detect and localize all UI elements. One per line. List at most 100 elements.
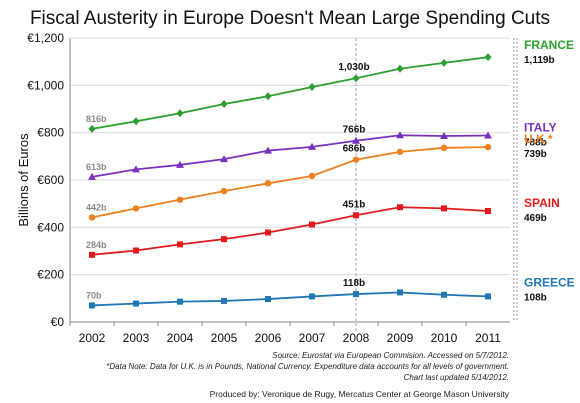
y-tick-label: €600 xyxy=(37,173,64,187)
data-point xyxy=(264,146,272,154)
x-tick-label: 2007 xyxy=(299,331,326,345)
legend-end-value: 788b xyxy=(524,138,547,149)
data-point xyxy=(440,144,448,152)
data-point xyxy=(484,143,492,151)
data-point xyxy=(441,291,447,298)
highlight-value-label: 766b xyxy=(343,125,366,136)
legend-end-value: 108b xyxy=(524,292,547,303)
data-point xyxy=(176,109,184,118)
series-greece: 70b 118b xyxy=(86,278,491,309)
data-point xyxy=(177,298,183,305)
data-point xyxy=(440,131,448,139)
data-point xyxy=(89,251,95,258)
y-tick-label: €1,000 xyxy=(27,78,64,92)
data-point xyxy=(308,82,316,91)
legend-end-value: 1,119b xyxy=(524,55,555,66)
credit-text: Produced by: Veronique de Rugy, Mercatus… xyxy=(210,389,510,399)
data-point xyxy=(353,212,359,219)
data-point xyxy=(309,293,315,300)
series-france: 816b 1,030b xyxy=(86,53,492,133)
data-point xyxy=(352,136,360,144)
data-point xyxy=(264,92,272,101)
data-point xyxy=(441,205,447,212)
start-value-label: 70b xyxy=(86,290,102,300)
data-point xyxy=(132,205,140,212)
x-tick-label: 2005 xyxy=(211,331,238,345)
gridlines xyxy=(69,37,518,332)
legend-country-name: U.K.* xyxy=(524,132,553,146)
data-point xyxy=(88,214,96,221)
y-tick-label: €800 xyxy=(37,126,64,140)
data-point xyxy=(352,156,360,163)
data-point xyxy=(221,297,227,304)
x-axis-ticks: 2002 2003 2004 2005 2006 2007 2008 2009 2010 2011 xyxy=(69,322,501,345)
data-point xyxy=(220,100,228,109)
data-point xyxy=(265,296,271,303)
start-value-label: 816b xyxy=(86,114,107,124)
series-group: 816b 1,030b 613b 766b 442b 686b 284b 451b 70b 118… xyxy=(86,53,492,309)
data-point xyxy=(220,187,228,195)
data-point xyxy=(88,172,96,180)
highlight-value-label: 1,030b xyxy=(338,62,369,73)
data-point xyxy=(397,204,403,211)
y-axis-ticks: €0 €200 €400 €600 €800 €1,000 €1,200 xyxy=(27,31,64,329)
series-line xyxy=(91,134,489,178)
data-point xyxy=(133,300,139,307)
data-point xyxy=(88,124,96,133)
data-point xyxy=(132,165,140,173)
x-tick-label: 2003 xyxy=(123,331,150,345)
highlight-value-label: 451b xyxy=(343,199,366,210)
x-tick-label: 2010 xyxy=(431,331,458,345)
y-axis-label: Billions of Euros xyxy=(16,133,31,227)
data-point xyxy=(484,131,492,139)
y-tick-label: €400 xyxy=(37,220,64,234)
data-point xyxy=(264,180,272,187)
legend-country-name: GREECE xyxy=(524,275,575,289)
data-point xyxy=(396,148,404,156)
legend-end-value: 469b xyxy=(524,213,547,224)
data-point xyxy=(89,302,95,309)
data-point xyxy=(221,236,227,243)
data-point xyxy=(308,172,316,180)
source-note-line: Chart last updated 5/14/2012. xyxy=(404,373,509,382)
data-point xyxy=(352,74,360,83)
start-value-label: 442b xyxy=(86,202,107,212)
x-tick-label: 2008 xyxy=(343,331,370,345)
data-point xyxy=(353,291,359,298)
start-value-label: 284b xyxy=(86,240,107,250)
data-point xyxy=(440,58,448,67)
y-tick-label: €200 xyxy=(37,268,64,282)
data-point xyxy=(133,247,139,254)
start-value-label: 613b xyxy=(86,162,107,172)
y-tick-label: €0 xyxy=(51,315,65,329)
x-tick-label: 2002 xyxy=(79,331,106,345)
x-tick-label: 2009 xyxy=(387,331,414,345)
data-point xyxy=(177,241,183,248)
highlight-value-label: 118b xyxy=(343,278,365,289)
series-uk: 442b 686b xyxy=(86,143,492,221)
x-tick-label: 2011 xyxy=(475,331,501,345)
y-tick-label: €1,200 xyxy=(27,31,64,45)
data-point xyxy=(396,64,404,73)
data-point xyxy=(485,293,491,300)
legend-country-name: SPAIN xyxy=(524,196,560,210)
series-spain: 284b 451b xyxy=(86,199,491,258)
source-notes: Source: Eurostat via European Commision.… xyxy=(106,351,509,382)
data-point xyxy=(308,142,316,150)
data-point xyxy=(484,53,492,62)
data-point xyxy=(176,196,184,203)
series-italy: 613b 766b xyxy=(86,125,492,180)
data-point xyxy=(132,117,140,126)
data-point xyxy=(396,131,404,139)
data-point xyxy=(397,289,403,296)
x-tick-label: 2004 xyxy=(167,331,194,345)
chart-title: Fiscal Austerity in Europe Doesn't Mean … xyxy=(30,8,550,29)
data-point xyxy=(485,208,491,215)
source-note-line: *Data Note: Data for U.K. is in Pounds, … xyxy=(106,362,509,371)
series-line xyxy=(91,56,489,130)
data-point xyxy=(176,160,184,168)
source-note-line: Source: Eurostat via European Commision.… xyxy=(272,351,509,360)
data-point xyxy=(220,155,228,163)
